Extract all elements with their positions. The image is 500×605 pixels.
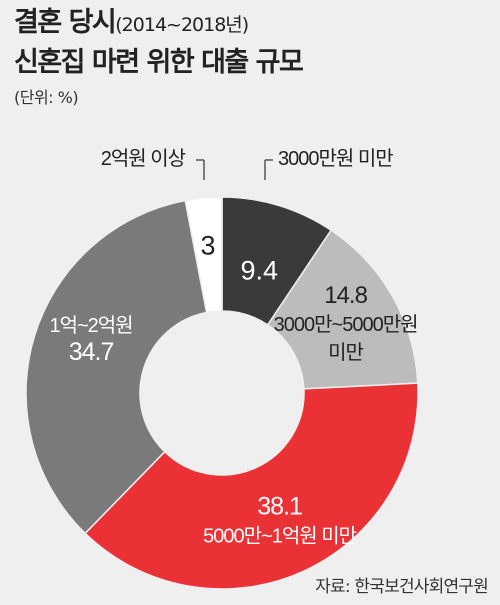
value-label-3000만원-미만: 9.4 — [240, 256, 278, 286]
source-note: 자료: 한국보건사회연구원 — [315, 577, 489, 597]
category-label-2억원-이상: 2억원 이상 — [101, 147, 186, 170]
category-label-3000만~5000만원-미만-1: 3000만~5000만원 — [274, 313, 418, 336]
slice-5000만~1억원-미만 — [84, 382, 419, 590]
category-label-5000만~1억원-미만-1: 5000만~1억원 미만 — [203, 525, 356, 548]
chart-title-main: 결혼 당시 — [14, 7, 117, 38]
value-label-2억원-이상: 3 — [201, 231, 216, 261]
slice-2억원-이상 — [184, 196, 223, 314]
category-label-3000만~5000만원-미만-2: 미만 — [328, 341, 363, 364]
chart-title-period: (2014~2018년) — [115, 14, 249, 36]
value-label-5000만~1억원-미만: 38.1 — [257, 493, 302, 521]
title-block: 결혼 당시(2014~2018년) 신혼집 마련 위한 대출 규모 (단위: %… — [14, 4, 304, 108]
chart-title-line1: 결혼 당시(2014~2018년) — [14, 4, 302, 44]
category-label-1억~2억원-0: 1억~2억원 — [49, 314, 132, 337]
chart-title-line2: 신혼집 마련 위한 대출 규모 — [14, 47, 304, 78]
value-label-3000만~5000만원-미만: 14.8 — [324, 282, 367, 309]
category-label-3000만원-미만: 3000만원 미만 — [278, 147, 393, 170]
slice-1억~2억원 — [25, 199, 208, 535]
slice-3000만~5000만원-미만 — [266, 229, 419, 390]
value-label-1억~2억원: 34.7 — [69, 338, 114, 366]
unit-label: (단위: %) — [14, 88, 79, 107]
